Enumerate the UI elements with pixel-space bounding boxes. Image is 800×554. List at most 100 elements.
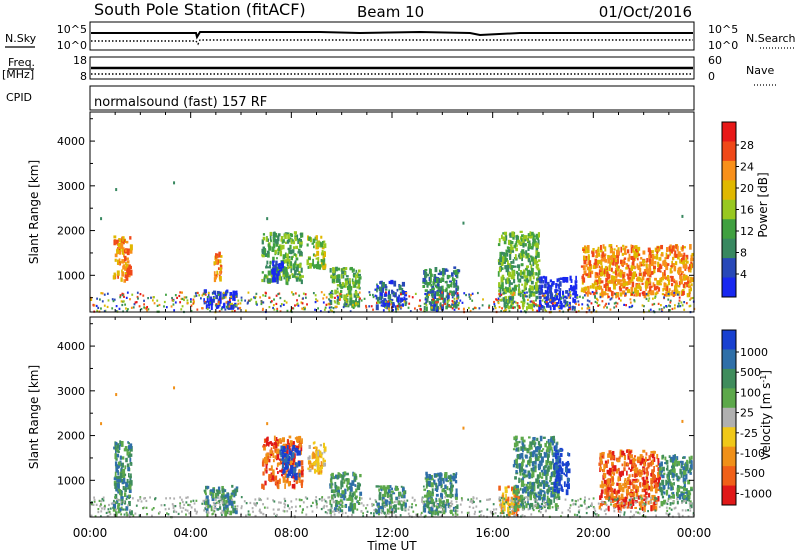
velocity-echo-cell — [522, 474, 526, 478]
power-echo-cell — [653, 256, 657, 259]
power-echo-cell — [510, 240, 514, 245]
power-echo-cell — [300, 238, 302, 242]
velocity-echo-cell — [293, 472, 297, 478]
velocity-ground-echo — [107, 511, 110, 514]
velocity-echo-cell — [444, 472, 448, 475]
power-ground-echo — [498, 305, 501, 309]
velocity-echo-cell — [446, 486, 449, 491]
velocity-echo-cell — [521, 472, 524, 476]
power-echo-cell — [312, 258, 315, 265]
velocity-echo-cell — [540, 460, 543, 466]
velocity-ground-echo — [619, 511, 622, 514]
power-echo-cell — [272, 260, 275, 267]
velocity-echo-cell — [636, 456, 641, 463]
power-echo-cell — [582, 249, 585, 253]
velocity-echo-cell — [606, 469, 610, 475]
velocity-echo-cell — [295, 481, 298, 485]
velocity-echo-cell — [550, 482, 554, 485]
power-ground-echo — [493, 305, 496, 308]
power-ground-echo — [209, 310, 212, 313]
power-echo-cell — [546, 281, 550, 285]
power-echo-cell — [602, 255, 606, 258]
velocity-echo-cell — [338, 473, 341, 478]
velocity-echo-cell — [522, 444, 526, 449]
velocity-echo-cell — [129, 510, 133, 515]
power-echo-cell — [628, 253, 631, 259]
power-echo-cell — [681, 289, 685, 293]
power-echo-cell — [552, 298, 555, 303]
power-echo-cell — [607, 280, 610, 283]
velocity-echo-cell — [605, 497, 609, 500]
power-echo-cell — [682, 260, 686, 265]
power-echo-cell — [116, 248, 119, 252]
power-echo-cell — [686, 282, 689, 288]
power-ground-echo — [190, 309, 193, 313]
velocity-echo-cell — [548, 505, 551, 510]
power-echo-cell — [451, 272, 454, 277]
velocity-echo-cell — [294, 475, 298, 481]
power-echo-cell — [531, 246, 534, 250]
power-echo-cell — [229, 292, 233, 297]
power-echo-cell — [528, 294, 531, 299]
velocity-echo-cell — [119, 455, 122, 460]
power-echo-cell — [307, 235, 309, 241]
power-echo-cell — [322, 263, 326, 270]
power-echo-cell — [499, 251, 502, 257]
power-echo-cell — [539, 277, 542, 284]
velocity-echo-cell — [523, 483, 526, 486]
velocity-ground-echo — [437, 510, 440, 513]
power-echo-cell — [674, 253, 678, 258]
power-echo-cell — [117, 273, 120, 277]
power-ground-echo — [291, 307, 294, 310]
velocity-echo-cell — [126, 495, 129, 499]
power-ground-echo — [500, 310, 503, 313]
velocity-echo-cell — [278, 458, 282, 461]
velocity-echo-cell — [618, 456, 621, 460]
velocity-echo-cell — [284, 483, 286, 489]
power-ground-echo — [529, 300, 532, 303]
power-ground-echo — [334, 296, 336, 299]
power-ground-echo — [250, 298, 253, 301]
velocity-echo-cell — [321, 452, 324, 455]
power-echo-cell — [294, 253, 298, 258]
power-echo-cell — [622, 247, 626, 251]
power-echo-cell — [344, 284, 347, 288]
power-echo-cell — [656, 280, 660, 286]
velocity-echo-cell — [126, 451, 129, 456]
velocity-echo-cell — [525, 503, 528, 509]
power-echo-cell — [384, 292, 388, 297]
power-echo-cell — [533, 233, 535, 237]
velocity-echo-cell — [521, 461, 524, 467]
power-echo-cell — [682, 263, 686, 269]
power-ground-echo — [572, 305, 575, 309]
power-echo-cell — [574, 292, 577, 298]
power-echo-cell — [309, 239, 312, 243]
power-echo-cell — [204, 290, 207, 293]
velocity-echo-cell — [520, 436, 524, 441]
velocity-echo-cell — [129, 453, 131, 456]
power-ground-echo — [520, 300, 523, 303]
velocity-echo-cell — [426, 490, 429, 494]
velocity-echo-cell — [608, 487, 611, 491]
power-ground-echo — [423, 310, 426, 313]
velocity-echo-cell — [282, 468, 286, 472]
power-echo-cell — [505, 259, 508, 262]
velocity-echo-cell — [265, 465, 268, 470]
power-echo-cell — [506, 277, 510, 283]
power-echo-cell — [509, 254, 512, 261]
power-echo-cell — [442, 273, 445, 277]
power-echo-cell — [688, 269, 691, 273]
power-ground-echo — [594, 295, 596, 298]
power-ground-echo — [439, 307, 442, 310]
velocity-echo-cell — [344, 488, 347, 495]
velocity-echo-cell — [637, 459, 641, 464]
velocity-echo-cell — [686, 493, 689, 497]
velocity-ground-echo — [454, 514, 457, 517]
power-ground-echo — [122, 310, 125, 313]
velocity-echo-cell — [553, 435, 555, 439]
velocity-echo-cell — [224, 503, 227, 507]
velocity-echo-cell — [428, 473, 431, 479]
power-ground-echo — [594, 300, 597, 304]
velocity-echo-cell — [644, 491, 648, 496]
power-echo-cell — [508, 271, 512, 278]
